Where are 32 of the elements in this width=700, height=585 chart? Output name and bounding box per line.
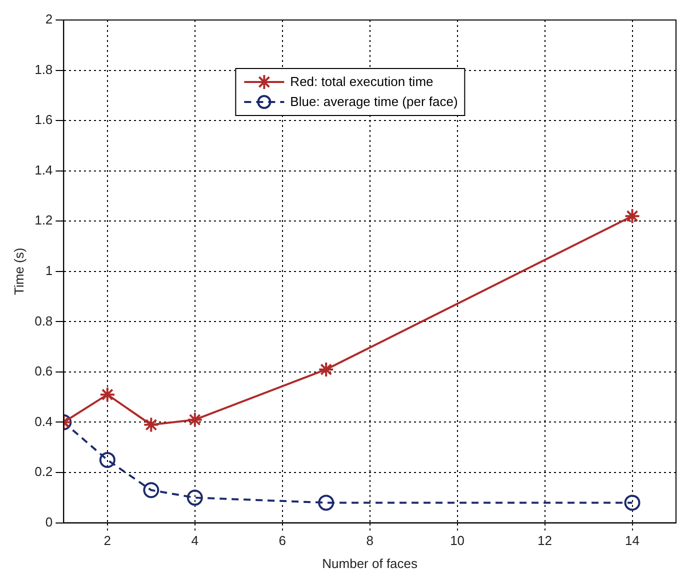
y-tick-label: 1.6: [34, 112, 53, 128]
x-tick-label: 6: [278, 533, 286, 548]
y-tick-label: 2: [45, 12, 53, 27]
point: [186, 490, 203, 506]
x-tick-label: 14: [625, 533, 640, 548]
y-tick-label: 0.6: [34, 364, 53, 379]
legend-label: Blue: average time (per face): [290, 93, 458, 111]
point: [318, 361, 334, 378]
x-axis-title: Number of faces: [322, 556, 418, 571]
y-tick-label: 1: [45, 262, 53, 278]
y-axis-title: Time (s): [11, 248, 26, 295]
legend-label: Red: total execution time: [290, 73, 434, 91]
point: [99, 386, 116, 403]
point: [318, 494, 334, 511]
x-tick-label: 8: [366, 533, 374, 548]
point: [143, 482, 160, 498]
x-tick-label: 12: [538, 533, 552, 548]
point: [624, 208, 640, 224]
y-tick-label: 0.4: [34, 414, 53, 429]
y-tick-label: 0.8: [34, 313, 53, 328]
y-tick-label: 1.8: [34, 62, 53, 77]
y-tick-label: 1.4: [34, 162, 53, 178]
y-tick-label: 0.2: [34, 464, 53, 480]
point: [624, 494, 640, 511]
x-tick-label: 2: [104, 533, 112, 548]
point: [143, 416, 160, 433]
point: [99, 452, 116, 468]
y-tick-label: 1.2: [34, 212, 53, 228]
x-tick-label: 4: [191, 533, 198, 548]
y-tick-label: 0: [45, 514, 53, 530]
point: [186, 412, 203, 428]
x-tick-label: 10: [450, 533, 465, 548]
